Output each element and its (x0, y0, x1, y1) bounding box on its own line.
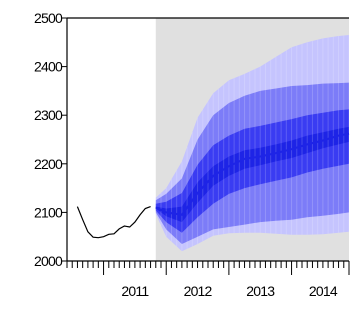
band-inner (155, 126, 349, 223)
x-tick-label: 2013 (246, 283, 275, 299)
x-tick-label: 2011 (121, 283, 149, 299)
x-tick-label: 2014 (309, 283, 338, 299)
forecast-median-line (155, 132, 350, 216)
y-tick-label: 2000 (34, 253, 63, 269)
history-line (76, 206, 151, 239)
y-tick-label: 2300 (34, 107, 63, 123)
x-tick-label: 2012 (184, 283, 213, 299)
y-tick-label: 2500 (34, 10, 63, 26)
y-tick-label: 2200 (34, 156, 63, 172)
y-tick-label: 2100 (34, 204, 63, 220)
y-tick-label: 2400 (34, 59, 63, 75)
